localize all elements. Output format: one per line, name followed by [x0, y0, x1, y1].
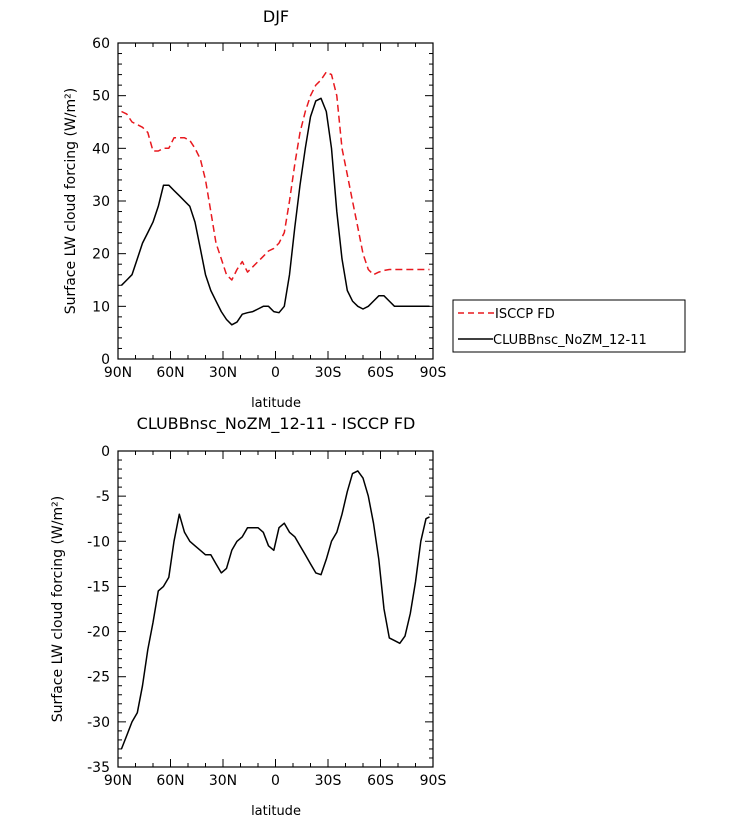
x-tick-label: 90N — [104, 773, 132, 789]
x-tick-label: 0 — [271, 365, 280, 381]
chart-bottom: CLUBBnsc_NoZM_12-11 - ISCCP FD 90N 60N 30N… — [50, 414, 446, 819]
y-tick-label: -30 — [87, 715, 110, 731]
y-tick-label: 40 — [92, 141, 110, 157]
chart-bottom-ticks: 90N 60N 30N 0 30S 60S 90S -35 -30 -25 -20 -15 -10 -5 0 — [87, 444, 446, 789]
x-tick-label: 30N — [209, 773, 237, 789]
legend-label-isccp: ISCCP FD — [495, 307, 555, 322]
chart-bottom-xlabel: latitude — [251, 804, 301, 819]
y-tick-label: 30 — [92, 194, 110, 210]
y-tick-label: 60 — [92, 36, 110, 52]
x-tick-label: 60S — [367, 365, 394, 381]
y-tick-label: -20 — [87, 625, 110, 641]
x-tick-label: 90N — [104, 365, 132, 381]
x-tick-label: 60N — [156, 365, 184, 381]
x-tick-label: 60S — [367, 773, 394, 789]
y-tick-label: -35 — [87, 760, 110, 776]
chart-bottom-title: CLUBBnsc_NoZM_12-11 - ISCCP FD — [137, 414, 416, 434]
y-tick-label: 20 — [92, 247, 110, 263]
y-tick-label: 10 — [92, 299, 110, 315]
x-tick-label: 30S — [315, 365, 342, 381]
y-tick-label: -5 — [96, 489, 110, 505]
legend: ISCCP FD CLUBBnsc_NoZM_12-11 — [452, 299, 686, 353]
series-line-1-0 — [120, 470, 430, 750]
x-tick-label: 60N — [156, 773, 184, 789]
chart-top: DJF 90N 60N 30N 0 30S 60S 90S 0 10 20 30 40 50 60 lat… — [63, 7, 686, 411]
y-tick-label: 50 — [92, 89, 110, 105]
chart-top-ylabel: Surface LW cloud forcing (W/m²) — [63, 88, 79, 314]
chart-top-title: DJF — [263, 7, 289, 26]
y-tick-label: -15 — [87, 579, 110, 595]
series-line-0-0 — [121, 71, 430, 281]
series-line-0-1 — [120, 97, 430, 326]
y-tick-label: 0 — [101, 352, 110, 368]
x-tick-label: 30S — [315, 773, 342, 789]
x-tick-label: 0 — [271, 773, 280, 789]
y-tick-label: -10 — [87, 534, 110, 550]
chart-top-ticks: 90N 60N 30N 0 30S 60S 90S 0 10 20 30 40 50 60 — [92, 36, 446, 381]
y-tick-label: -25 — [87, 670, 110, 686]
chart-bottom-plot-frame — [117, 450, 434, 768]
chart-top-xlabel: latitude — [251, 396, 301, 411]
y-tick-label: 0 — [101, 444, 110, 460]
legend-label-clubb: CLUBBnsc_NoZM_12-11 — [493, 333, 647, 348]
legend-box — [452, 299, 686, 353]
x-tick-label: 90S — [420, 773, 447, 789]
chart-top-series — [120, 71, 430, 326]
x-tick-label: 90S — [420, 365, 447, 381]
x-tick-label: 30N — [209, 365, 237, 381]
chart-bottom-series — [120, 470, 430, 750]
chart-bottom-ylabel: Surface LW cloud forcing (W/m²) — [50, 496, 66, 722]
